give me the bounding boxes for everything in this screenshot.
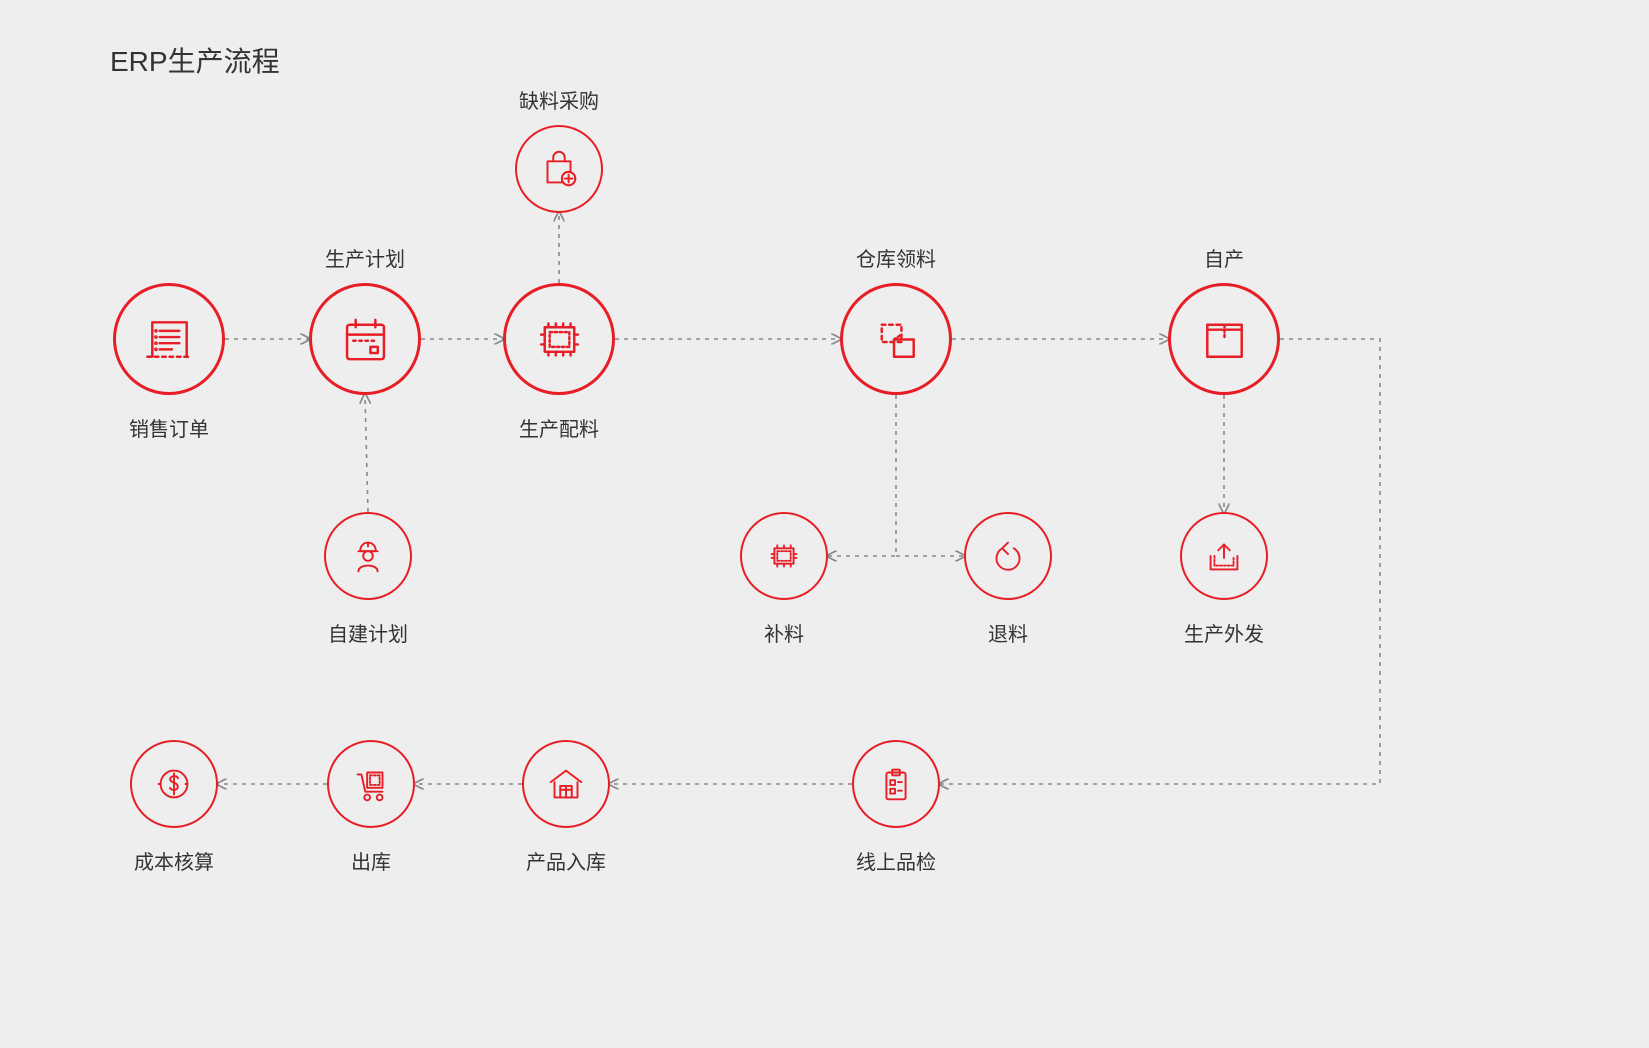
node-label-self_plan: 自建计划 xyxy=(328,618,408,647)
node-online_qc: 线上品检 xyxy=(852,740,940,828)
node-label-prod_plan: 生产计划 xyxy=(325,243,405,272)
box-icon xyxy=(1168,283,1280,395)
warehouse-icon xyxy=(522,740,610,828)
chip-small-icon xyxy=(740,512,828,600)
node-label-prod_batching: 生产配料 xyxy=(519,413,599,442)
node-return_mat: 退料 xyxy=(964,512,1052,600)
undo-icon xyxy=(964,512,1052,600)
diagram-title: ERP生产流程 xyxy=(110,40,280,80)
receipt-icon xyxy=(113,283,225,395)
worker-icon xyxy=(324,512,412,600)
node-shortage_purch: 缺料采购 xyxy=(515,125,603,213)
node-outsourcing: 生产外发 xyxy=(1180,512,1268,600)
node-label-replenish: 补料 xyxy=(764,618,804,647)
node-label-whs_picking: 仓库领料 xyxy=(856,243,936,272)
cart-icon xyxy=(327,740,415,828)
clipboard-icon xyxy=(852,740,940,828)
node-cost_acct: 成本核算 xyxy=(130,740,218,828)
calendar-icon xyxy=(309,283,421,395)
node-label-return_mat: 退料 xyxy=(988,618,1028,647)
node-prod_plan: 生产计划 xyxy=(309,283,421,395)
erp-flow-diagram: ERP生产流程 销售订单生产计划缺料采购生产配料仓库领料自产自建计划补料退料生产… xyxy=(0,0,1649,1048)
node-label-outsourcing: 生产外发 xyxy=(1184,618,1264,647)
node-replenish: 补料 xyxy=(740,512,828,600)
chip-icon xyxy=(503,283,615,395)
tray-up-icon xyxy=(1180,512,1268,600)
node-label-outbound: 出库 xyxy=(351,846,391,875)
node-label-shortage_purch: 缺料采购 xyxy=(519,85,599,114)
node-label-cost_acct: 成本核算 xyxy=(134,846,214,875)
node-product_inbound: 产品入库 xyxy=(522,740,610,828)
node-self_plan: 自建计划 xyxy=(324,512,412,600)
node-self_prod: 自产 xyxy=(1168,283,1280,395)
node-sales_order: 销售订单 xyxy=(113,283,225,395)
node-label-self_prod: 自产 xyxy=(1204,243,1244,272)
node-prod_batching: 生产配料 xyxy=(503,283,615,395)
node-label-product_inbound: 产品入库 xyxy=(526,846,606,875)
node-label-online_qc: 线上品检 xyxy=(856,846,936,875)
node-outbound: 出库 xyxy=(327,740,415,828)
node-label-sales_order: 销售订单 xyxy=(129,413,209,442)
boxes-dashed-icon xyxy=(840,283,952,395)
bag-plus-icon xyxy=(515,125,603,213)
node-whs_picking: 仓库领料 xyxy=(840,283,952,395)
dollar-icon xyxy=(130,740,218,828)
